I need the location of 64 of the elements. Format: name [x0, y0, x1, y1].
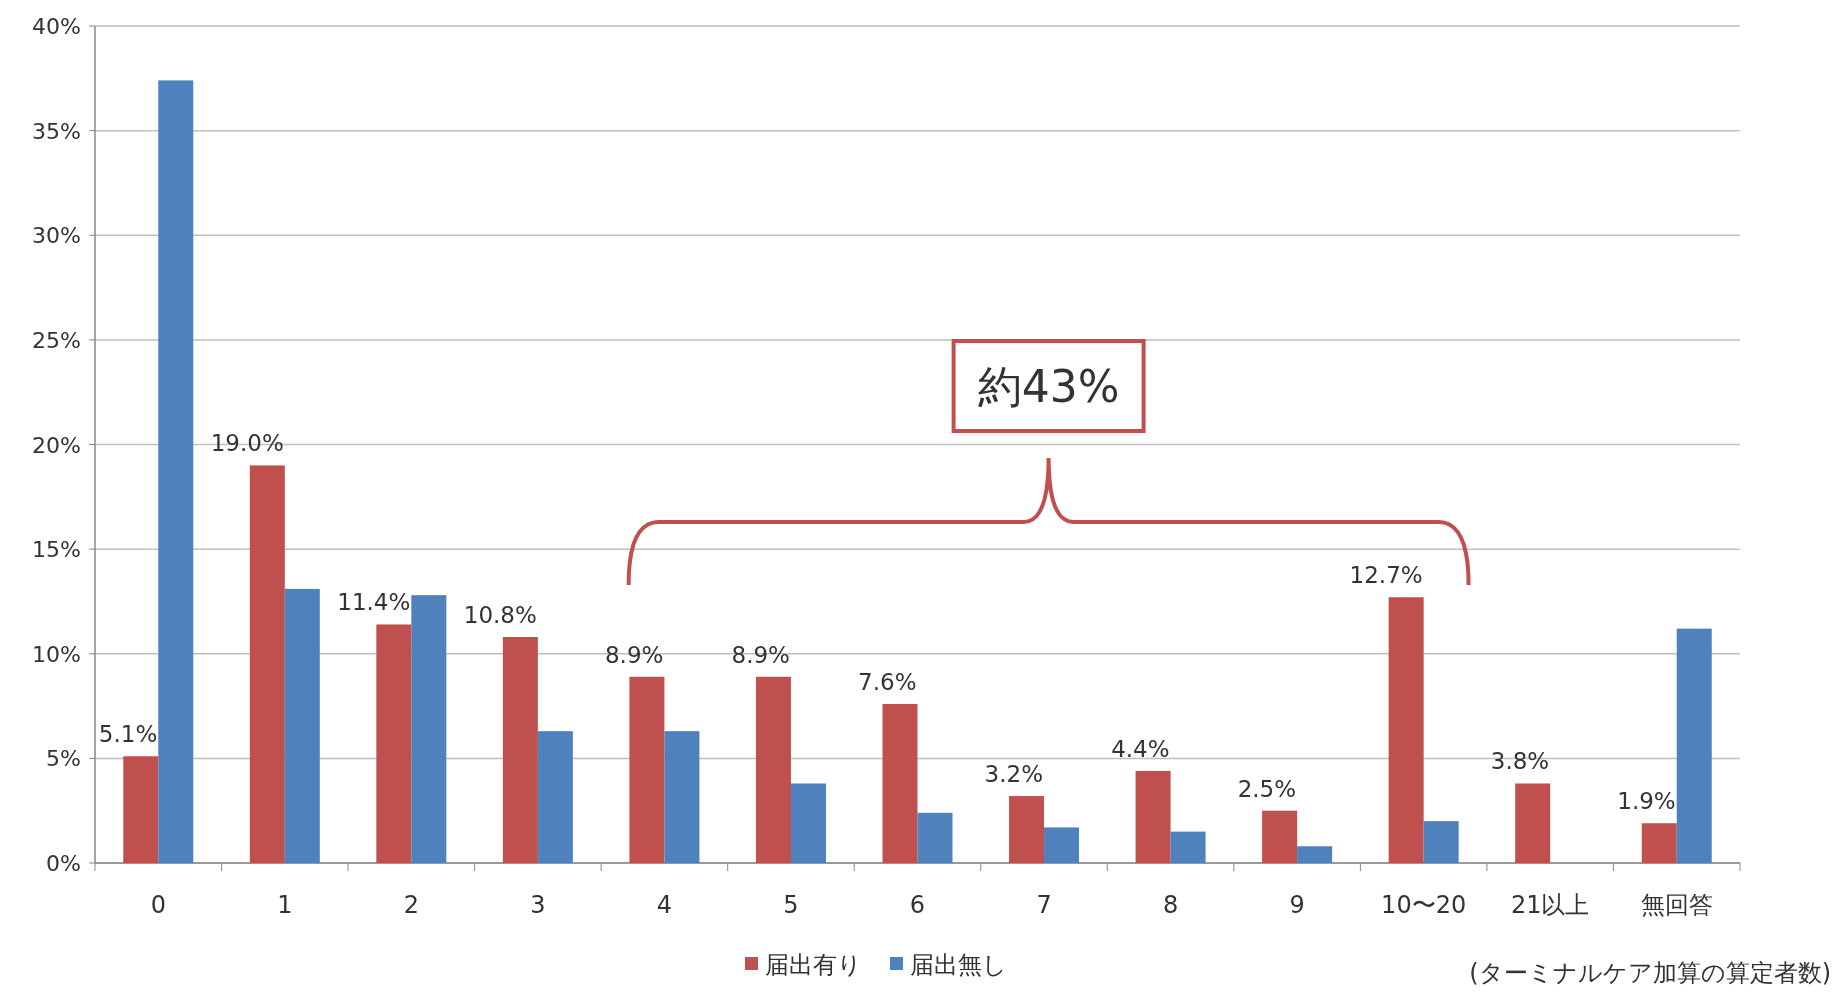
data-label: 3.8%: [1490, 748, 1550, 775]
data-label: 8.9%: [731, 641, 790, 668]
bar: [502, 637, 538, 863]
y-tick-label: 20%: [32, 432, 81, 458]
bar: [882, 703, 918, 863]
x-tick-label: 4: [656, 891, 673, 919]
bar: [1515, 783, 1551, 863]
x-axis-title: (ターミナルケア加算の算定者数): [1469, 959, 1831, 987]
bar: [1044, 827, 1080, 863]
bar: [1297, 846, 1333, 863]
legend-label: 届出有り: [765, 951, 862, 979]
x-tick-label: 1: [277, 891, 293, 919]
data-label: 2.5%: [1237, 775, 1297, 802]
bar: [1009, 796, 1045, 863]
x-tick-label: 10〜20: [1381, 891, 1467, 919]
bar: [1423, 821, 1459, 863]
y-tick-label: 25%: [32, 327, 81, 353]
bar: [790, 783, 826, 863]
legend-label: 届出無し: [910, 951, 1007, 979]
data-label: 5.1%: [98, 721, 158, 748]
data-label: 11.4%: [337, 589, 411, 616]
bar: [917, 812, 953, 863]
bar: [1170, 831, 1206, 863]
y-tick-label: 30%: [32, 223, 81, 249]
bar: [755, 676, 791, 863]
bar: [376, 624, 412, 863]
bar: [249, 465, 285, 863]
bar: [158, 80, 194, 863]
annotation: 約43%: [977, 361, 1120, 412]
x-tick-label: 3: [530, 891, 546, 919]
x-tick-label: 2: [403, 891, 419, 919]
y-tick-label: 15%: [32, 537, 81, 563]
bar: [123, 756, 159, 863]
y-tick-label: 0%: [46, 851, 81, 876]
bar: [537, 731, 573, 863]
x-tick-label: 21以上: [1510, 891, 1590, 919]
x-tick-label: 無回答: [1640, 891, 1713, 919]
bar: [629, 676, 665, 863]
y-tick-label: 10%: [32, 641, 81, 667]
bar: [1388, 597, 1424, 863]
bar: [1262, 810, 1298, 863]
x-tick-label: 8: [1162, 891, 1179, 919]
data-label: 3.2%: [984, 761, 1044, 788]
y-tick-label: 35%: [32, 118, 81, 144]
bar: [411, 595, 447, 863]
data-label: 12.7%: [1349, 562, 1423, 589]
data-label: 7.6%: [858, 668, 917, 695]
data-label: 19.0%: [210, 430, 284, 457]
bar: [1676, 628, 1712, 863]
data-label: 8.9%: [604, 641, 664, 668]
x-tick-label: 6: [909, 891, 926, 919]
data-label: 1.9%: [1617, 788, 1676, 815]
y-tick-label: 5%: [46, 746, 81, 772]
x-tick-label: 5: [783, 891, 799, 919]
data-label: 10.8%: [463, 602, 537, 629]
x-tick-label: 7: [1036, 891, 1052, 919]
bar: [1641, 823, 1677, 863]
bar: [664, 731, 700, 863]
data-label: 4.4%: [1111, 735, 1170, 762]
y-tick-label: 40%: [32, 14, 81, 39]
x-tick-label: 9: [1289, 891, 1305, 919]
bar: [1135, 770, 1171, 863]
bar: [284, 588, 320, 863]
x-tick-label: 0: [150, 891, 166, 919]
